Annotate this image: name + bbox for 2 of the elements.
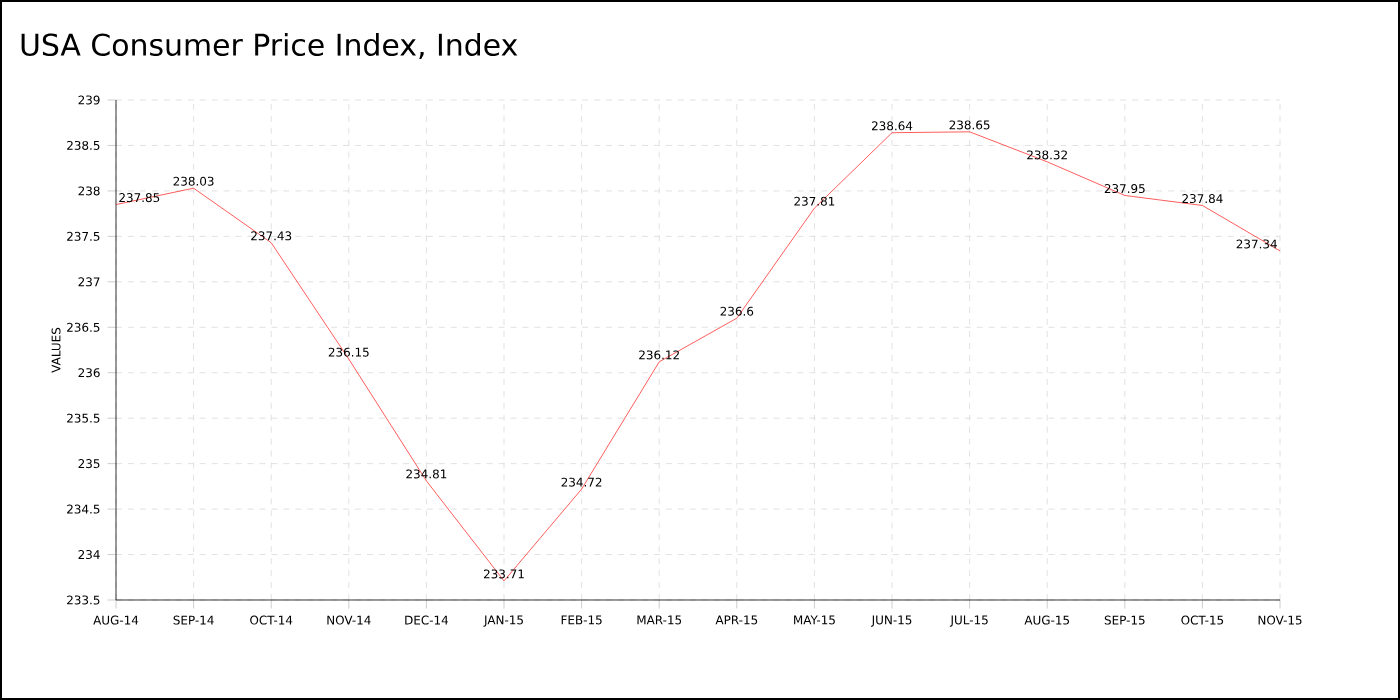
line-series bbox=[115, 131, 1281, 582]
chart-title: USA Consumer Price Index, Index bbox=[21, 32, 518, 60]
